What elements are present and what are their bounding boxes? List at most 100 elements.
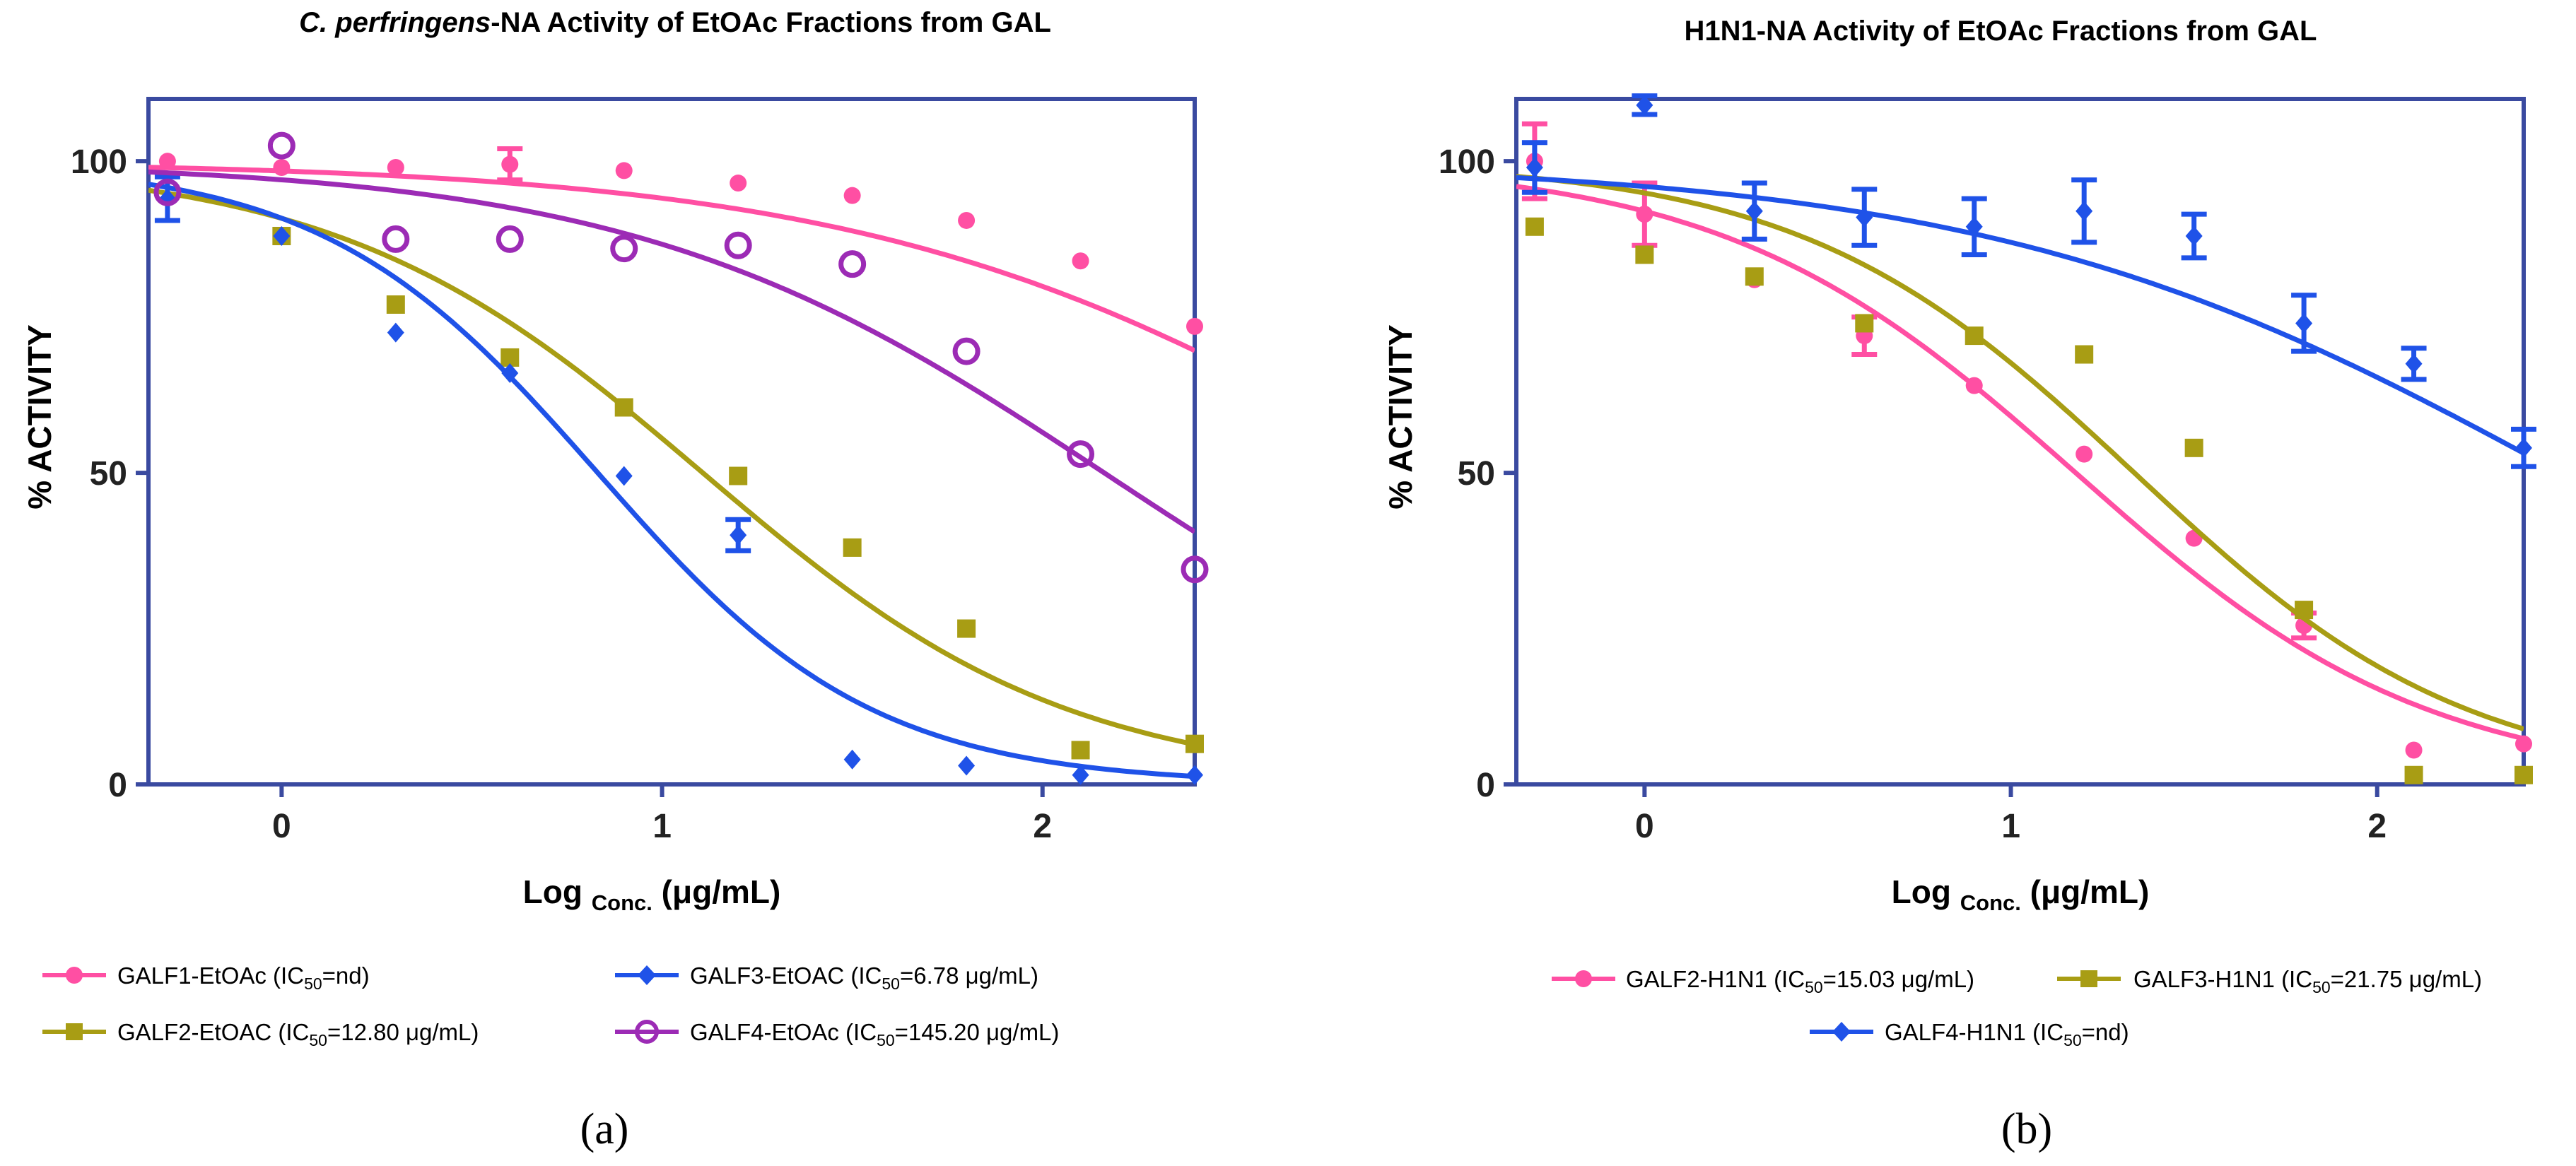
- fit-curve-galf1-etoac: [148, 165, 1195, 353]
- chart-a-y-axis-label: % ACTIVITY: [21, 324, 58, 510]
- chart-b-x-ticks: 0 1 2: [1635, 784, 2387, 845]
- data-point-galf4-etoac: [952, 337, 980, 365]
- legend-a-galf4-label: GALF4-EtOAc (IC50=145.20 μg/mL): [690, 1019, 1059, 1049]
- data-point-galf3-etoac: [387, 322, 404, 343]
- data-point-galf4-etoac: [724, 231, 752, 259]
- legend-a-galf1-circle-icon: [66, 967, 83, 984]
- chart-b-plot-area: [1514, 93, 2536, 787]
- legend-b-galf4-diamond-icon: [1832, 1022, 1851, 1042]
- chart-a-title: C. perfringens-NA Activity of EtOAc Frac…: [299, 7, 1051, 38]
- chart-a-plot-area: [146, 97, 1209, 787]
- series-galf1-etoac: [148, 146, 1203, 353]
- legend-a-galf2-label: GALF2-EtOAC (IC50=12.80 μg/mL): [117, 1019, 479, 1049]
- x-tick-label: 2: [2367, 808, 2387, 845]
- data-point-galf1-etoac: [843, 187, 861, 204]
- legend-b-galf2-label: GALF2-H1N1 (IC50=15.03 μg/mL): [1626, 966, 1974, 996]
- data-point-galf1-etoac: [958, 211, 976, 229]
- data-point-galf3-etoac: [1186, 765, 1203, 785]
- chart-b-frame: [1514, 97, 2526, 787]
- data-point-galf4-h1n1: [1856, 207, 1873, 228]
- legend-a-galf1: GALF1-EtOAc (IC50=nd): [42, 962, 370, 993]
- data-point-galf1-etoac: [273, 159, 291, 176]
- legend-b-galf2-circle-icon: [1575, 970, 1592, 987]
- chart-a-xlabel-sub: Conc.: [592, 890, 652, 915]
- chart-b-x-axis-label: Log Conc. (μg/mL): [1892, 873, 2150, 915]
- legend-a-galf1-label: GALF1-EtOAc (IC50=nd): [117, 962, 370, 993]
- y-tick-label: 0: [1476, 767, 1495, 804]
- data-point-galf1-etoac: [730, 175, 747, 192]
- fit-curve-galf2-etoac: [148, 187, 1195, 747]
- x-tick-label: 2: [1033, 808, 1052, 845]
- legend-b-galf4-label: GALF4-H1N1 (IC50=nd): [1885, 1019, 2129, 1049]
- chart-b-title: H1N1-NA Activity of EtOAc Fractions from…: [1685, 16, 2317, 47]
- data-point-galf4-h1n1: [1526, 158, 1543, 177]
- data-point-galf2-h1n1: [2405, 741, 2423, 759]
- data-point-galf2-h1n1: [1636, 206, 1653, 223]
- data-point-galf3-h1n1: [1525, 217, 1544, 236]
- data-point-galf4-h1n1: [2515, 437, 2532, 458]
- data-point-galf1-etoac: [501, 155, 519, 173]
- data-point-galf3-h1n1: [1745, 267, 1764, 286]
- data-point-galf2-etoac: [843, 538, 862, 557]
- legend-a-galf3: GALF3-EtOAC (IC50=6.78 μg/mL): [615, 962, 1038, 993]
- legend-b-galf4: GALF4-H1N1 (IC50=nd): [1810, 1019, 2129, 1049]
- chart-a-title-italic: C. perfringens: [299, 7, 491, 38]
- chart-b-y-ticks: 0 50 100: [1439, 143, 1516, 804]
- data-point-galf1-etoac: [1072, 252, 1089, 270]
- fit-curve-galf2-h1n1: [1516, 184, 2524, 741]
- panel-b-caption: (b): [2001, 1105, 2052, 1153]
- y-tick-label: 50: [1458, 455, 1495, 493]
- legend-b-galf3-square-icon: [2080, 970, 2097, 987]
- data-point-galf2-etoac: [386, 295, 405, 314]
- data-point-galf4-h1n1: [2295, 313, 2313, 334]
- x-tick-label: 1: [652, 808, 672, 845]
- data-point-galf3-h1n1: [2075, 345, 2094, 364]
- data-point-galf4-etoac: [610, 235, 638, 263]
- data-point-galf3-etoac: [730, 525, 747, 546]
- data-point-galf3-etoac: [501, 363, 519, 383]
- data-point-galf4-etoac: [1067, 440, 1095, 469]
- data-point-galf4-etoac: [1181, 555, 1209, 584]
- data-point-galf1-etoac: [1186, 317, 1203, 335]
- data-point-galf4-h1n1: [1965, 216, 1983, 237]
- x-tick-label: 1: [2001, 808, 2020, 845]
- data-point-galf4-h1n1: [1745, 201, 1763, 221]
- legend-a-galf2-square-icon: [66, 1023, 83, 1040]
- data-point-galf4-h1n1: [2405, 353, 2423, 374]
- data-point-galf2-etoac: [614, 398, 633, 417]
- data-point-galf3-h1n1: [2404, 765, 2423, 784]
- data-point-galf2-etoac: [729, 466, 748, 485]
- chart-panel-b: H1N1-NA Activity of EtOAc Fractions from…: [1382, 16, 2536, 1153]
- data-point-galf3-etoac: [1072, 765, 1089, 785]
- data-point-galf2-etoac: [1185, 734, 1204, 753]
- chart-a-frame: [146, 97, 1197, 787]
- fit-curve-galf3-etoac: [148, 182, 1195, 779]
- data-point-galf2-etoac: [1071, 741, 1090, 760]
- data-point-galf3-h1n1: [2295, 601, 2314, 620]
- data-point-galf4-etoac: [496, 225, 524, 253]
- chart-a-title-rest: -NA Activity of EtOAc Fractions from GAL: [491, 7, 1051, 38]
- legend-b-galf3: GALF3-H1N1 (IC50=21.75 μg/mL): [2057, 966, 2482, 996]
- y-tick-label: 0: [108, 767, 127, 804]
- series-galf2-h1n1: [1516, 121, 2532, 759]
- data-point-galf4-etoac: [382, 225, 410, 253]
- fit-curve-galf4-h1n1: [1516, 175, 2524, 456]
- x-tick-label: 0: [272, 808, 291, 845]
- data-point-galf4-etoac: [267, 131, 295, 160]
- chart-b-y-axis-label: % ACTIVITY: [1382, 324, 1419, 510]
- data-point-galf2-h1n1: [2515, 735, 2532, 753]
- chart-a-y-ticks: 0 50 100: [71, 143, 148, 804]
- data-point-galf1-etoac: [387, 159, 404, 176]
- data-point-galf2-etoac: [957, 619, 976, 638]
- panel-a-caption: (a): [580, 1105, 629, 1153]
- series-galf4-etoac: [148, 131, 1209, 584]
- x-tick-label: 0: [1635, 808, 1654, 845]
- fit-curve-galf3-h1n1: [1516, 174, 2524, 731]
- chart-a-legend: GALF1-EtOAc (IC50=nd) GALF2-EtOAC (IC50=…: [42, 962, 1059, 1049]
- legend-a-galf4-ring-icon: [635, 1020, 659, 1044]
- data-point-galf3-h1n1: [1635, 245, 1654, 264]
- data-point-galf3-h1n1: [2514, 765, 2533, 784]
- data-point-galf3-etoac: [615, 466, 633, 486]
- data-point-galf1-etoac: [615, 162, 633, 179]
